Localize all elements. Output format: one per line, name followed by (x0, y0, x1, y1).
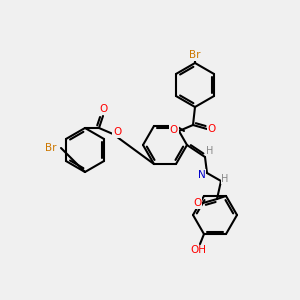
Text: Br: Br (45, 143, 57, 153)
Text: O: O (99, 104, 107, 114)
Text: O: O (208, 124, 216, 134)
Text: N: N (198, 170, 206, 180)
Text: O: O (170, 125, 178, 135)
Text: O: O (193, 198, 201, 208)
Text: OH: OH (190, 245, 206, 255)
Text: H: H (221, 174, 229, 184)
Text: Br: Br (189, 50, 201, 60)
Text: O: O (113, 127, 121, 137)
Text: H: H (206, 146, 214, 156)
